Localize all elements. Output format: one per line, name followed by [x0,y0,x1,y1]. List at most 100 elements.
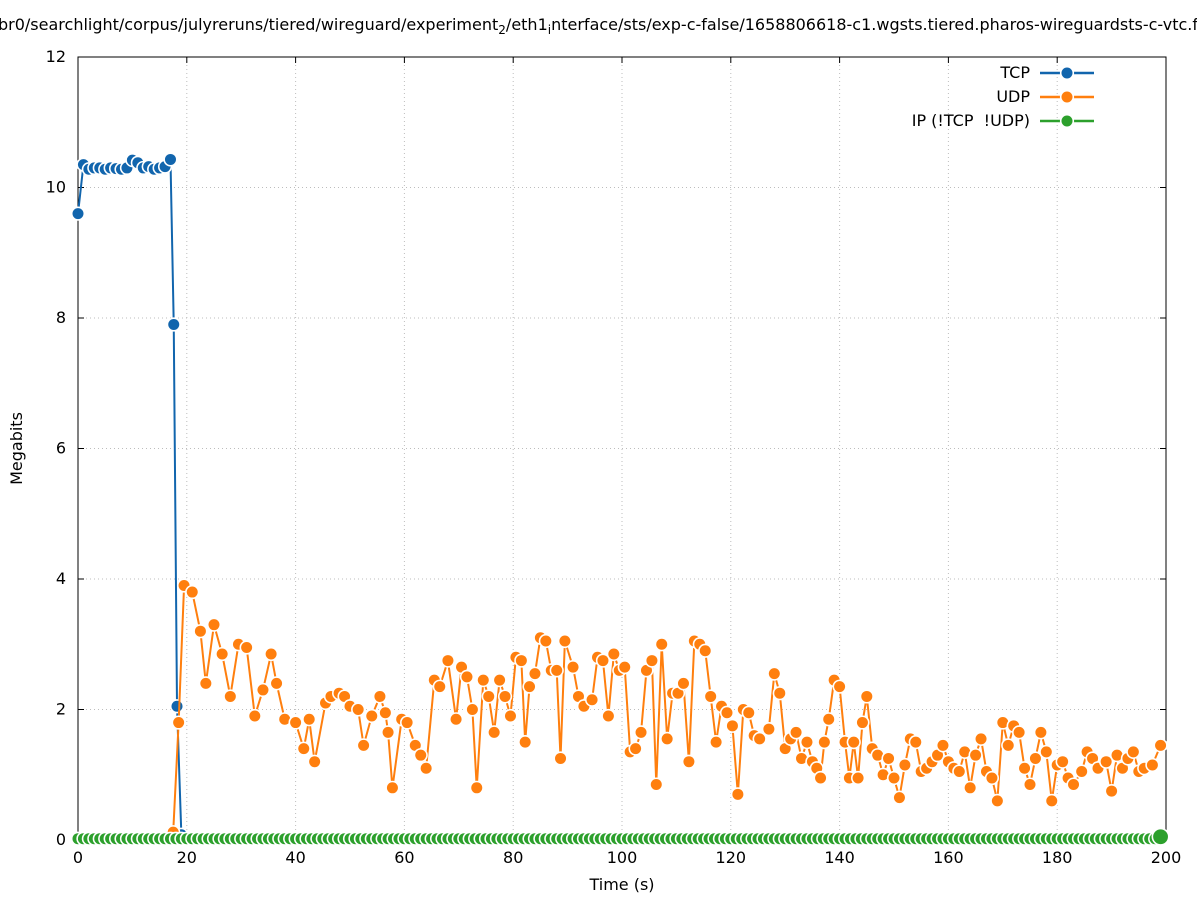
data-point [726,720,738,732]
data-point [1019,762,1031,774]
data-point [1106,785,1118,797]
y-axis-label: Megabits [7,412,26,485]
data-point [991,795,1003,807]
data-point [1057,756,1069,768]
data-point [309,756,321,768]
legend-label: UDP [996,87,1030,106]
data-point [434,681,446,693]
x-tick-label: 40 [285,848,305,867]
data-point [959,746,971,758]
data-point [768,668,780,680]
data-point [597,655,609,667]
data-point [763,723,775,735]
data-point [635,726,647,738]
data-point [499,690,511,702]
data-point [705,690,717,702]
data-point [442,655,454,667]
data-point [224,690,236,702]
data-point [483,690,495,702]
x-tick-label: 140 [824,848,855,867]
data-point [303,713,315,725]
data-point [200,677,212,689]
data-point [964,782,976,794]
data-point [194,625,206,637]
title-segment: i [548,23,551,37]
legend: TCP UDP IP (!TCP !UDP) [912,63,1094,130]
data-point [1155,739,1167,751]
data-point [710,736,722,748]
data-point [975,733,987,745]
x-tick-label: 80 [503,848,523,867]
data-point [1111,749,1123,761]
data-point [888,772,900,784]
x-tick-label: 180 [1042,848,1073,867]
data-point [572,690,584,702]
data-point [937,739,949,751]
udp-series [166,578,1168,840]
data-point [494,674,506,686]
legend-marker [1061,115,1073,127]
title-segment: 2 [498,23,506,37]
data-point [471,782,483,794]
y-tick-label: 10 [46,178,66,197]
data-point [608,648,620,660]
data-point [852,772,864,784]
data-point [72,208,84,220]
data-point [661,733,673,745]
data-point [823,713,835,725]
data-point [456,661,468,673]
data-point [379,707,391,719]
legend-label: TCP [999,63,1030,82]
data-point [290,717,302,729]
data-point [382,726,394,738]
data-point [672,687,684,699]
data-point [932,749,944,761]
x-axis-label: Time (s) [588,875,654,894]
data-point [450,713,462,725]
data-point [173,717,185,729]
x-tick-label: 60 [394,848,414,867]
x-tick-label: 100 [607,848,638,867]
data-point [1035,726,1047,738]
data-point [540,635,552,647]
series-points [70,831,1168,846]
legend-row-tcp: TCP [999,63,1094,82]
data-point [699,645,711,657]
data-point [1013,726,1025,738]
y-tick-label: 4 [56,569,66,588]
data-point [883,752,895,764]
data-point [519,736,531,748]
y-tick-label: 2 [56,700,66,719]
data-point [515,655,527,667]
data-point [366,710,378,722]
data-point [796,752,808,764]
data-point [401,717,413,729]
data-point [216,648,228,660]
data-point [1076,765,1088,777]
data-point [524,681,536,693]
legend-marker [1061,91,1073,103]
data-point [677,677,689,689]
data-point [1127,746,1139,758]
data-point [358,739,370,751]
data-point [1068,779,1080,791]
data-point [352,704,364,715]
data-point [339,690,351,702]
data-point [779,743,791,755]
data-point [818,736,830,748]
data-point [877,769,889,781]
data-point [602,710,614,722]
y-tick-label: 0 [56,830,66,849]
data-point [1024,779,1036,791]
legend-row-udp: UDP [996,87,1094,106]
title-segment: nterface/sts/exp-c-false/1658806618-c1.w… [551,15,1197,34]
data-point [1146,759,1158,771]
data-point [271,677,283,689]
data-point [970,749,982,761]
data-point [477,674,489,686]
data-point [586,694,598,706]
data-point [743,707,755,719]
data-point [834,681,846,693]
